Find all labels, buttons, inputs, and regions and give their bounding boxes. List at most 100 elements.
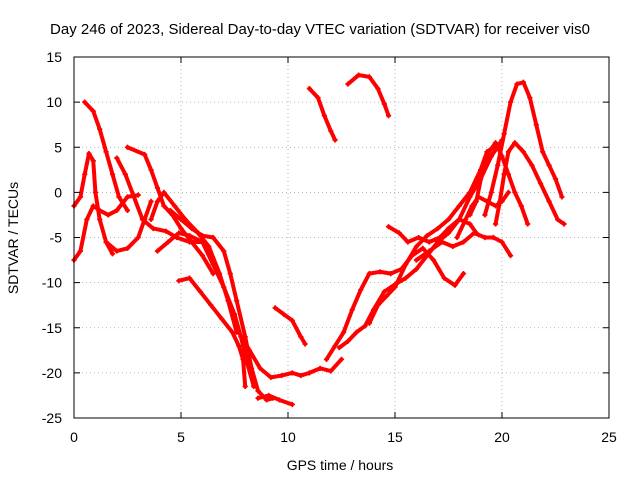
data-point xyxy=(345,338,351,344)
data-point xyxy=(272,305,278,311)
data-point xyxy=(257,365,263,371)
data-point xyxy=(171,203,178,209)
series-layer xyxy=(71,72,567,408)
data-point xyxy=(413,266,419,272)
data-point xyxy=(490,234,497,241)
data-point xyxy=(435,225,441,232)
data-point xyxy=(377,269,383,275)
y-tick-label: 5 xyxy=(54,139,62,155)
data-point xyxy=(246,347,253,353)
data-point xyxy=(197,289,203,295)
data-point xyxy=(103,239,109,245)
axis-ticks: 0 5 10 15 20 25 -25 -20 -15 -10 -5 0 5 10 15 xyxy=(42,49,617,445)
data-point xyxy=(186,275,193,281)
data-point xyxy=(84,216,90,223)
data-point xyxy=(255,388,261,394)
data-point xyxy=(289,401,295,408)
data-point xyxy=(486,149,492,155)
data-point xyxy=(463,216,469,223)
data-point xyxy=(520,149,526,155)
data-point xyxy=(499,239,505,245)
data-point xyxy=(97,207,103,214)
data-point xyxy=(362,323,368,329)
data-point xyxy=(527,95,533,101)
data-point xyxy=(219,316,225,322)
data-point xyxy=(306,370,312,376)
data-point xyxy=(533,122,539,128)
data-point xyxy=(383,293,390,299)
data-point xyxy=(227,271,233,277)
grid xyxy=(74,57,609,418)
x-tick-label: 0 xyxy=(70,429,78,445)
data-point xyxy=(103,149,109,155)
series-arc11 xyxy=(236,329,345,380)
data-point xyxy=(546,162,552,168)
data-point xyxy=(385,113,392,119)
data-point xyxy=(189,239,195,245)
series-arc22 xyxy=(467,140,531,227)
data-point xyxy=(552,176,559,182)
x-tick-label: 20 xyxy=(494,429,510,445)
data-point xyxy=(302,341,308,347)
data-point xyxy=(323,356,330,362)
data-point xyxy=(148,198,154,204)
data-point xyxy=(482,234,488,241)
data-point xyxy=(507,252,514,259)
data-point xyxy=(555,216,561,223)
data-point xyxy=(105,212,111,218)
data-point xyxy=(424,233,430,239)
data-point xyxy=(480,167,486,173)
data-point xyxy=(445,225,452,232)
data-point xyxy=(289,317,295,324)
data-point xyxy=(114,155,120,161)
data-point xyxy=(97,216,103,223)
series-trace xyxy=(256,393,295,407)
data-point xyxy=(349,307,355,313)
series-arc1 xyxy=(71,150,116,257)
data-point xyxy=(234,298,240,304)
data-point xyxy=(154,248,161,254)
data-point xyxy=(321,113,327,119)
series-trace xyxy=(367,145,496,326)
data-point xyxy=(266,392,272,399)
data-point xyxy=(86,150,92,157)
data-point xyxy=(405,239,411,245)
data-point xyxy=(328,368,334,374)
data-point xyxy=(114,207,120,214)
data-point xyxy=(114,248,120,254)
data-point xyxy=(356,72,362,78)
data-point xyxy=(148,167,154,173)
data-point xyxy=(460,239,467,245)
data-point xyxy=(495,162,501,168)
data-point xyxy=(199,252,205,259)
data-point xyxy=(332,343,338,349)
series-trace xyxy=(104,199,154,254)
series-arc24 xyxy=(492,140,567,227)
data-point xyxy=(507,99,514,105)
data-point xyxy=(467,212,473,218)
data-point xyxy=(142,216,148,223)
data-point xyxy=(505,149,512,155)
data-point xyxy=(176,278,182,284)
y-tick-label: 10 xyxy=(46,94,62,110)
data-point xyxy=(403,261,409,268)
data-point xyxy=(413,243,419,250)
data-point xyxy=(298,372,304,379)
x-tick-label: 15 xyxy=(387,429,403,445)
series-arc5 xyxy=(103,198,154,254)
data-point xyxy=(353,329,360,335)
x-tick-label: 10 xyxy=(280,429,296,445)
series-arc10 xyxy=(176,275,248,390)
x-tick-label: 5 xyxy=(177,429,185,445)
data-point xyxy=(124,144,131,150)
data-point xyxy=(97,126,103,132)
data-point xyxy=(512,140,518,146)
data-point xyxy=(186,233,193,239)
data-point xyxy=(559,194,565,200)
data-point xyxy=(306,85,312,92)
data-point xyxy=(501,171,507,177)
data-point xyxy=(471,230,477,236)
series-trace xyxy=(72,193,141,263)
data-point xyxy=(338,356,345,362)
data-point xyxy=(167,207,173,214)
